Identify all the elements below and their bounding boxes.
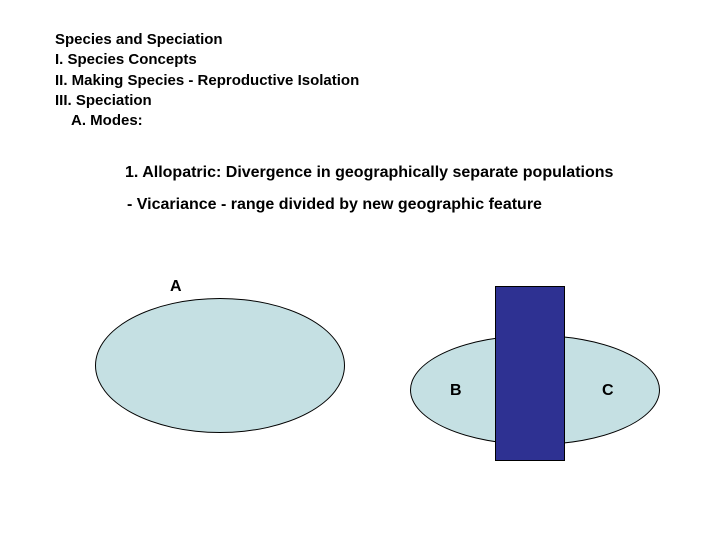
population-ellipse-left [95,298,345,433]
population-label-a: A [170,278,182,296]
population-label-c: C [602,382,614,400]
population-label-b: B [450,382,462,400]
geographic-barrier-rect [495,286,565,461]
vicariance-diagram: A B C [0,0,720,540]
